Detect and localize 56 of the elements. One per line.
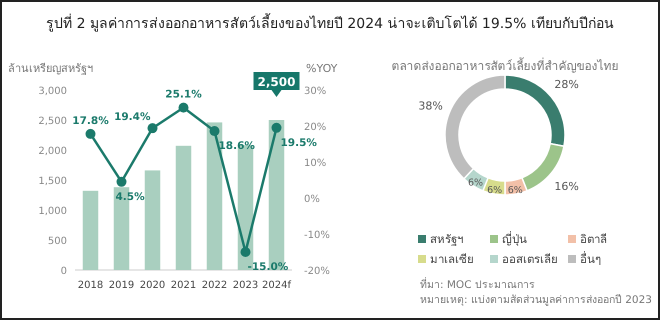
data-label: 18.6% (218, 140, 256, 152)
point (116, 176, 126, 187)
bar (176, 146, 192, 270)
point (210, 126, 220, 136)
text: หมายเหตุ: แบ่งตามสัดส่วนมูลค่าการส่งออกปี 2023 (420, 293, 652, 306)
y-tick-label: 500 (48, 236, 67, 247)
text: ที่มา: MOC ประมาณการ (420, 277, 535, 291)
x-tick-label: 2024f (262, 280, 292, 291)
point (86, 128, 96, 139)
bar (82, 190, 98, 270)
data-label: 17.8% (72, 114, 110, 127)
y2-tick-label: -10% (304, 230, 330, 241)
data-label: 38% (418, 100, 443, 113)
data-label: 25.1% (165, 88, 202, 101)
data-label: 6% (508, 185, 523, 196)
y2-tick-label: 10% (304, 158, 326, 169)
data-label: 6% (468, 177, 484, 188)
y2-tick-label: 20% (304, 122, 326, 133)
data-label: 4.5% (116, 190, 146, 203)
point (272, 122, 282, 133)
data-label: 28% (554, 78, 579, 92)
x-tick-label: 2022 (202, 280, 228, 291)
y-tick-label: 2,000 (38, 146, 67, 157)
x-tick-label: 2018 (78, 280, 104, 291)
y2-tick-label: 0% (304, 194, 320, 205)
point (178, 102, 188, 113)
data-label: -15.0% (248, 261, 289, 273)
legend-label: อื่นๆ (580, 251, 601, 266)
point (240, 247, 250, 257)
y2-axis-title: %YOY (306, 62, 338, 75)
y-axis-title: ล้านเหรียญสหรัฐฯ (8, 62, 93, 75)
x-tick-label: 2020 (140, 280, 166, 291)
y-tick-label: 1,500 (38, 176, 67, 187)
text: รูปที่ 2 มูลค่าการส่งออกอาหารสัตว์เลี้ยงของไทยปี 2024 น่าจะเติบโตได้ 19.5% เทียบกับปีก่อน (46, 13, 614, 32)
legend-label: อิตาลี (580, 232, 607, 246)
x-tick-label: 2023 (232, 280, 258, 291)
y-tick-label: 0 (60, 266, 67, 277)
y2-tick-label: -20% (304, 266, 330, 277)
point (148, 123, 158, 134)
legend-label: มาเลเซีย (430, 252, 474, 266)
x-tick-label: 2021 (170, 280, 196, 291)
y-tick-label: 2,500 (38, 116, 67, 127)
data-label: 19.5% (280, 136, 318, 149)
x-tick-label: 2019 (108, 280, 134, 291)
legend-label: ญี่ปุ่น (502, 231, 527, 246)
data-label: 6% (487, 185, 502, 196)
data-label: 2,500 (258, 75, 296, 89)
y-tick-label: 3,000 (38, 86, 67, 97)
y-tick-label: 1,000 (38, 206, 67, 217)
y2-tick-label: 30% (304, 86, 326, 97)
legend-label: สหรัฐฯ (430, 232, 463, 246)
legend-label: ออสเตรเลีย (502, 252, 558, 266)
data-label: 16% (554, 180, 579, 193)
chart-title: ตลาดส่งออกอาหารสัตว์เลี้ยงที่สำคัญของไทย (392, 57, 618, 73)
data-label: 19.4% (114, 111, 151, 124)
bar (144, 170, 160, 270)
